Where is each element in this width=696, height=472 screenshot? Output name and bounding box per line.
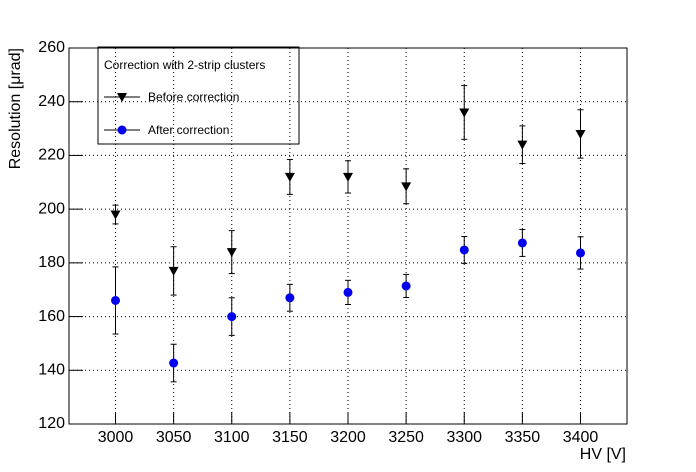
x-tick-label: 3250 xyxy=(388,429,424,446)
x-tick-label: 3350 xyxy=(505,429,541,446)
data-point xyxy=(226,248,237,258)
legend-title: Correction with 2-strip clusters xyxy=(104,58,265,72)
data-point xyxy=(111,295,120,305)
data-point xyxy=(284,172,295,182)
x-tick-label: 3050 xyxy=(156,429,192,446)
data-point xyxy=(517,238,527,248)
x-tick-label: 3300 xyxy=(446,429,482,446)
y-axis-label: Resolution [μrad] xyxy=(7,48,24,169)
y-tick-label: 220 xyxy=(38,147,65,164)
x-axis-label: HV [V] xyxy=(580,446,626,463)
legend-marker xyxy=(117,125,127,135)
legend-label: Before correction xyxy=(148,90,239,104)
y-tick-label: 240 xyxy=(38,93,65,110)
data-point xyxy=(169,358,179,368)
data-point xyxy=(227,312,237,322)
data-point xyxy=(576,248,585,258)
y-tick-label: 140 xyxy=(38,362,65,379)
legend-box xyxy=(97,46,300,145)
data-point xyxy=(110,210,121,220)
data-point xyxy=(343,172,353,182)
y-tick-label: 260 xyxy=(38,39,65,56)
data-point xyxy=(459,245,469,255)
data-point xyxy=(401,182,412,192)
legend-label: After correction xyxy=(148,123,229,137)
data-point xyxy=(517,140,528,150)
x-tick-label: 3200 xyxy=(330,429,366,446)
y-tick-label: 160 xyxy=(38,308,65,325)
x-tick-label: 3150 xyxy=(272,429,308,446)
data-point xyxy=(459,108,470,118)
x-tick-label: 3100 xyxy=(214,429,250,446)
y-tick-label: 180 xyxy=(38,254,65,271)
y-tick-label: 120 xyxy=(38,415,65,432)
y-tick-label: 200 xyxy=(38,200,65,217)
x-tick-label: 3000 xyxy=(98,429,134,446)
plot-frame xyxy=(68,47,628,425)
x-tick-label: 3400 xyxy=(563,429,599,446)
data-point xyxy=(168,266,179,276)
data-point xyxy=(401,281,411,291)
data-point xyxy=(575,129,586,139)
data-point xyxy=(343,287,353,297)
data-point xyxy=(285,293,295,303)
legend-marker xyxy=(117,93,127,102)
